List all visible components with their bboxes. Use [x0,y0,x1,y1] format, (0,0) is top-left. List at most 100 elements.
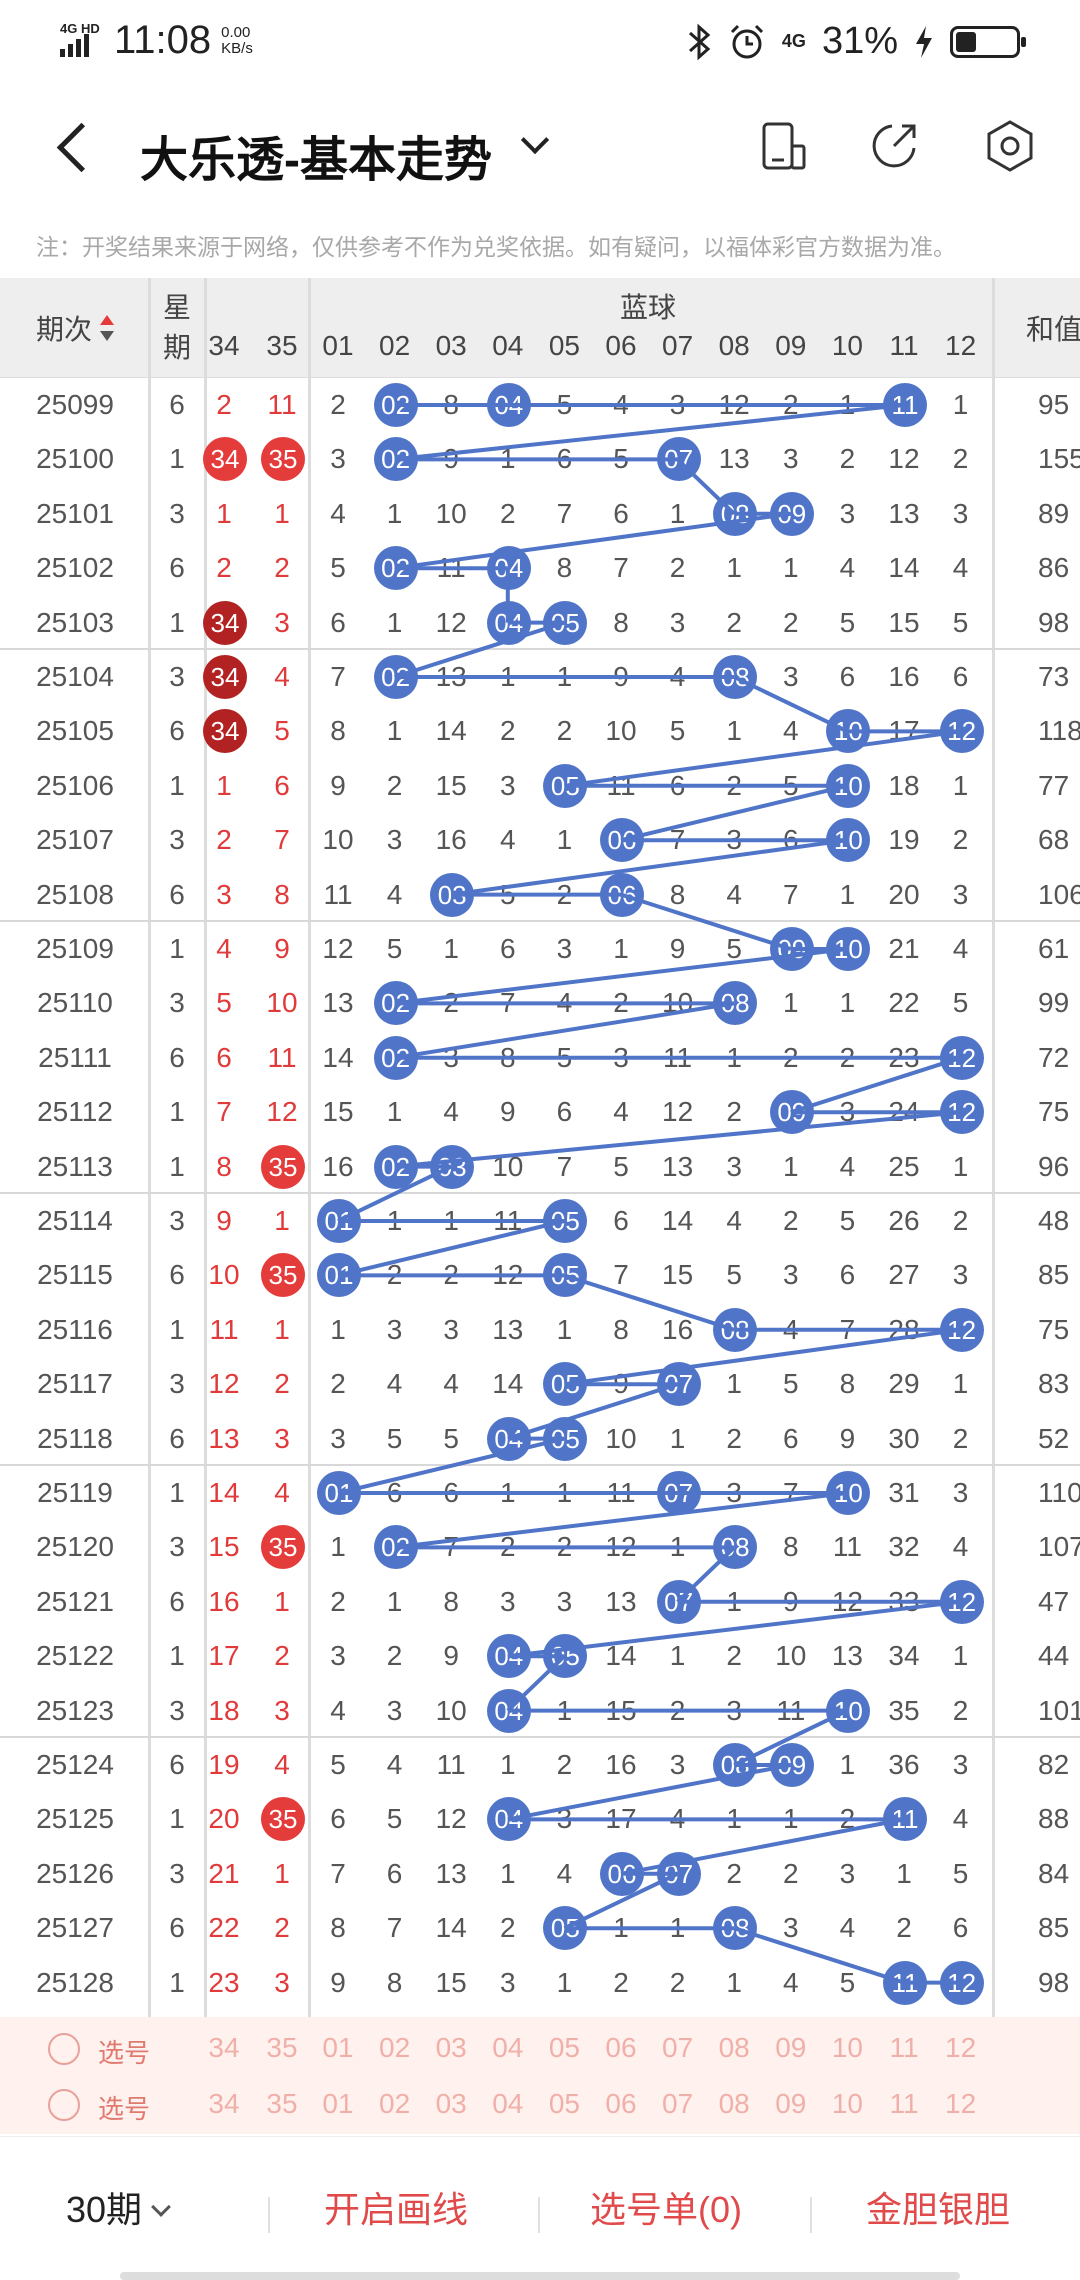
blue-ball-cell: 2 [952,1694,969,1726]
pick-number[interactable]: 02 [379,2032,411,2063]
weekday-cell: 1 [169,606,185,638]
pick-number[interactable]: 09 [775,2088,807,2119]
page-title[interactable]: 大乐透-基本走势 [140,134,492,187]
blue-ball-cell: 2 [783,606,799,638]
pick-number[interactable]: 34 [208,2088,240,2119]
pick-number[interactable]: 10 [831,2088,863,2119]
draw-lines-button[interactable]: 开启画线 [324,2189,469,2230]
blue-ball-cell: 04 [480,1684,536,1738]
dropdown-icon[interactable] [520,130,550,160]
blue-ball-cell: 36 [888,1749,920,1780]
blue-ball: 07 [656,1471,701,1515]
blue-ball-cell: 5 [330,552,346,584]
blue-ball-cell: 2 [726,606,742,638]
pick-number[interactable]: 11 [889,2088,919,2119]
issue-cell: 25111 [38,1041,112,1073]
phone-icon[interactable] [754,116,814,176]
back-icon[interactable] [52,116,92,176]
blue-ball-cell: 09 [763,1738,819,1792]
blue-ball: 08 [713,1743,758,1787]
pick-number[interactable]: 12 [945,2088,977,2119]
table-row: 25115 6 10 35 01 2 2 12 05 7 15 5 3 6 27 3 85 [0,1248,1080,1302]
pick-number[interactable]: 03 [435,2088,467,2119]
blue-ball-cell: 07 [650,1575,706,1629]
pick-number[interactable]: 10 [831,2032,863,2063]
sum-cell: 95 [1038,389,1070,420]
blue-ball-cell: 34 [888,1640,920,1672]
blue-ball-cell: 2 [500,1912,516,1944]
blue-ball-cell: 2 [669,1694,686,1726]
issue-cell: 25105 [36,715,114,747]
pick-number[interactable]: 02 [379,2088,411,2119]
blue-ball-cell: 9 [669,933,686,964]
front-ball-cell: 16 [208,1585,240,1617]
pick-number[interactable]: 04 [492,2088,524,2119]
pick-number[interactable]: 08 [718,2088,750,2119]
blue-ball-cell: 1 [952,1368,969,1400]
period-selector[interactable]: 30期 [66,2181,171,2233]
pick-list-button[interactable]: 选号单(0) [590,2189,742,2230]
blue-ball-cell: 2 [330,1368,346,1400]
sum-cell: 101 [1038,1694,1080,1726]
front-ball-cell: 2 [216,824,232,856]
settings-icon[interactable] [980,116,1040,176]
blue-ball-cell: 1 [386,1096,403,1128]
front-ball-cell: 3 [274,1694,290,1726]
pick-number[interactable]: 06 [605,2088,637,2119]
pick-number[interactable]: 07 [662,2032,694,2063]
blue-ball-cell: 10 [819,759,875,813]
pick-number[interactable]: 35 [266,2032,298,2063]
pick-number[interactable]: 35 [266,2088,298,2119]
front-ball: 34 [203,655,247,699]
issue-cell: 25123 [36,1694,114,1726]
blue-ball-cell: 8 [330,1912,346,1944]
pick-number[interactable]: 05 [548,2032,580,2063]
pick-number[interactable]: 01 [322,2032,354,2063]
pick-number[interactable]: 04 [492,2032,524,2063]
blue-ball-cell: 8 [386,1966,403,1998]
blue-ball-cell: 3 [839,497,856,529]
issue-column-header[interactable]: 期次 [0,278,150,378]
pick-number[interactable]: 01 [322,2088,354,2119]
blue-ball-cell: 5 [330,1749,346,1780]
blue-ball-cell: 3 [726,1150,742,1182]
pick-radio[interactable] [48,2089,80,2121]
blue-ball-cell: 25 [888,1150,920,1182]
blue-ball-cell: 7 [330,661,346,692]
pick-number[interactable]: 09 [775,2032,807,2063]
pick-number[interactable]: 07 [662,2088,694,2119]
pick-number[interactable]: 05 [548,2088,580,2119]
pick-number[interactable]: 34 [208,2032,240,2063]
blue-ball-cell: 12 [933,704,989,758]
sort-icon[interactable] [100,315,114,341]
disclaimer-notice: 注：开奖结果来源于网络，仅供参考不作为兑奖依据。如有疑问，以福体彩官方数据为准。 [36,234,956,260]
blue-ball-cell: 6 [330,606,346,638]
blue-ball-cell: 3 [556,1585,573,1617]
table-row: 25122 1 17 2 3 2 9 04 05 14 1 2 10 13 34 1 44 [0,1629,1080,1683]
sum-cell: 82 [1038,1749,1070,1780]
blue-ball-cell: 14 [888,552,920,584]
blue-ball: 12 [939,1090,984,1135]
blue-header-08: 08 [718,330,750,361]
blue-ball-cell: 4 [952,1531,969,1563]
issue-cell: 25102 [36,552,114,584]
blue-ball-cell: 1 [669,1640,686,1672]
sum-cell: 44 [1038,1640,1070,1672]
pick-number[interactable]: 11 [889,2032,919,2063]
pick-radio[interactable] [48,2033,80,2065]
blue-ball-cell: 17 [605,1803,637,1835]
pick-number[interactable]: 12 [945,2032,977,2063]
pick-number[interactable]: 08 [718,2032,750,2063]
blue-ball-cell: 1 [500,1857,516,1889]
blue-header-03: 03 [435,330,467,361]
pick-number[interactable]: 03 [435,2032,467,2063]
blue-ball-cell: 1 [669,497,686,529]
blue-ball: 11 [883,1960,927,2005]
front-ball-cell: 2 [274,552,290,584]
blue-ball-cell: 1 [726,1966,742,1998]
pick-number[interactable]: 06 [605,2032,637,2063]
share-icon[interactable] [864,116,924,176]
gold-silver-button[interactable]: 金胆银胆 [866,2189,1011,2230]
front-header-35: 35 [266,330,298,361]
blue-ball: 08 [713,1525,758,1570]
